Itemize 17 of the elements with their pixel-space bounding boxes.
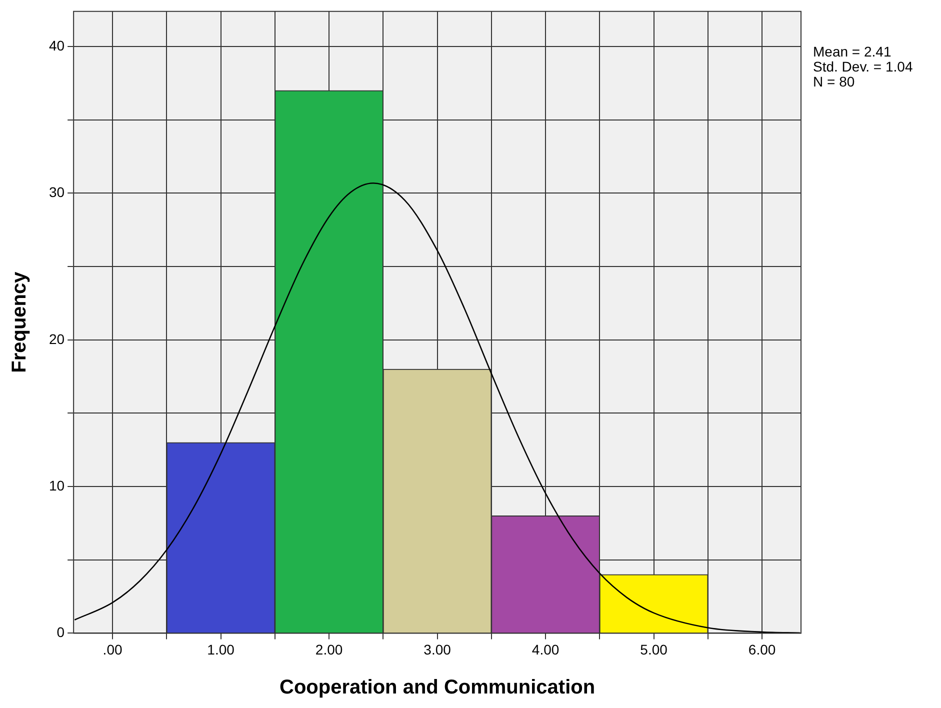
x-tick-label: 2.00 (315, 641, 343, 658)
y-tick-label: 40 (48, 37, 65, 54)
y-tick-label: 0 (56, 624, 65, 640)
y-tick-label: 20 (48, 330, 65, 347)
x-tick-label: 6.00 (748, 641, 776, 658)
text: Std. Dev. = 1.04 (813, 58, 913, 74)
x-tick-label: 3.00 (424, 641, 452, 658)
y-axis-title: Frequency (8, 270, 31, 373)
x-tick-label: 1.00 (207, 641, 235, 658)
x-tick-label: 4.00 (532, 641, 560, 658)
text: Mean = 2.41 (813, 43, 892, 60)
text: N = 80 (813, 73, 855, 90)
x-tick-label: .00 (102, 641, 122, 658)
y-tick-label: 10 (48, 477, 65, 494)
x-tick-label: 5.00 (640, 641, 668, 658)
x-axis-title: Cooperation and Communication (280, 676, 596, 699)
y-tick-label: 30 (48, 184, 65, 200)
